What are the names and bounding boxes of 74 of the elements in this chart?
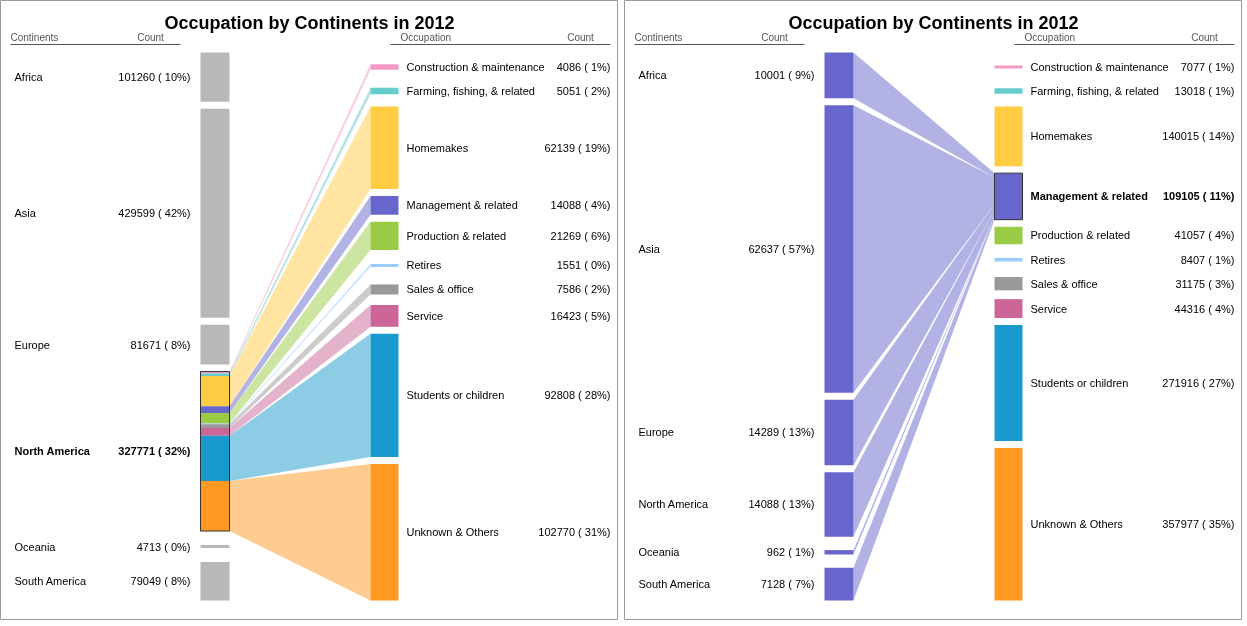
data-label: 1551 ( 0%)	[556, 259, 611, 272]
category-label: Retires	[1030, 253, 1066, 266]
category-label: Asia	[14, 207, 37, 220]
text: Occupation	[400, 32, 452, 43]
category-label: Farming, fishing, & related	[1030, 85, 1159, 97]
category-label: Service	[406, 309, 444, 322]
category-label: Sales & office	[406, 283, 474, 296]
text: Continents	[10, 32, 59, 43]
category-label: Management & related	[1030, 190, 1148, 203]
category-label: North America	[14, 445, 91, 458]
data-label: 14088 ( 4%)	[550, 199, 611, 212]
data-label: 8407 ( 1%)	[1180, 253, 1235, 266]
category-label: North America	[638, 498, 710, 511]
data-label: 41057 ( 4%)	[1174, 229, 1235, 242]
text: Continents	[634, 32, 683, 43]
text: Occupation by Continents in 2012	[788, 12, 1079, 33]
data-label: 10001 ( 9%)	[754, 69, 815, 82]
data-label: 140015 ( 14%)	[1162, 130, 1235, 143]
text: Count	[761, 32, 789, 43]
data-label: 92808 ( 28%)	[544, 389, 611, 402]
data-label: 327771 ( 32%)	[118, 445, 191, 458]
category-label: Sales & office	[1030, 277, 1098, 290]
text: Count	[1191, 32, 1219, 43]
data-label: 21269 ( 6%)	[550, 229, 611, 242]
data-label: 101260 ( 10%)	[118, 71, 191, 84]
category-label: Africa	[14, 71, 44, 84]
data-label: 62637 ( 57%)	[748, 243, 815, 256]
data-label: 4713 ( 0%)	[136, 540, 191, 553]
category-label: Production & related	[406, 229, 507, 242]
category-label: Africa	[638, 69, 668, 82]
data-label: 109105 ( 11%)	[1162, 190, 1235, 203]
data-label: 16423 ( 5%)	[550, 309, 611, 322]
data-label: 81671 ( 8%)	[130, 338, 191, 351]
category-label: Service	[1030, 302, 1068, 315]
category-label: Europe	[638, 426, 674, 439]
category-label: Asia	[638, 243, 661, 256]
data-label: 962 ( 1%)	[766, 546, 815, 559]
category-label: Construction & maintenance	[406, 61, 545, 73]
category-label: Students or children	[406, 389, 505, 402]
category-label: Construction & maintenance	[1030, 61, 1169, 73]
data-label: 14289 ( 13%)	[748, 426, 815, 439]
text: Count	[137, 32, 165, 43]
category-label: South America	[14, 575, 87, 588]
category-label: South America	[638, 578, 711, 591]
data-label: 13018 ( 1%)	[1174, 85, 1235, 97]
data-label: 7077 ( 1%)	[1180, 61, 1235, 73]
category-label: Management & related	[406, 199, 518, 212]
data-label: 357977 ( 35%)	[1162, 518, 1235, 531]
data-label: 7128 ( 7%)	[760, 578, 815, 591]
category-label: Unknown & Others	[1030, 518, 1124, 531]
category-label: Unknown & Others	[406, 526, 500, 539]
data-label: 429599 ( 42%)	[118, 207, 191, 220]
text: Count	[567, 32, 595, 43]
data-label: 271916 ( 27%)	[1162, 377, 1235, 389]
data-label: 44316 ( 4%)	[1174, 302, 1235, 315]
category-label: Homemakes	[1030, 130, 1093, 143]
data-label: 79049 ( 8%)	[130, 575, 191, 588]
data-label: 5051 ( 2%)	[556, 85, 611, 97]
data-label: 31175 ( 3%)	[1175, 277, 1235, 290]
category-label: Production & related	[1030, 229, 1131, 242]
data-label: 102770 ( 31%)	[538, 526, 611, 539]
category-label: Homemakes	[406, 141, 469, 154]
category-label: Europe	[14, 338, 50, 351]
data-label: 4086 ( 1%)	[556, 61, 611, 73]
category-label: Oceania	[14, 540, 57, 553]
data-label: 7586 ( 2%)	[556, 283, 611, 296]
text: Occupation	[1024, 32, 1076, 43]
category-label: Students or children	[1030, 377, 1129, 389]
category-label: Oceania	[638, 546, 681, 559]
category-label: Farming, fishing, & related	[406, 85, 535, 97]
text: Occupation by Continents in 2012	[164, 12, 455, 33]
data-label: 62139 ( 19%)	[544, 141, 611, 154]
data-label: 14088 ( 13%)	[748, 498, 815, 511]
category-label: Retires	[406, 259, 442, 272]
